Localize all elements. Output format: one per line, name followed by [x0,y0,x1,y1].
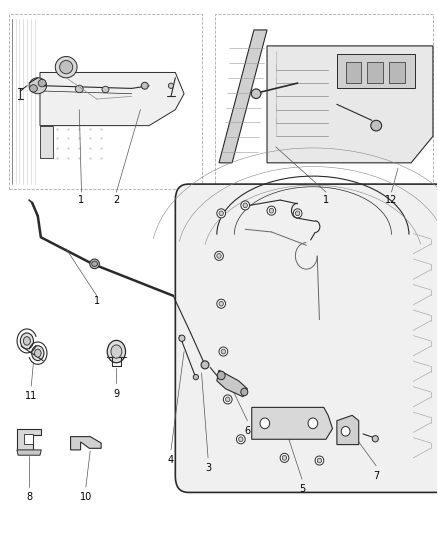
Ellipse shape [221,349,226,354]
Text: 1: 1 [78,195,85,205]
Ellipse shape [239,437,243,442]
Ellipse shape [179,335,185,342]
Text: 1: 1 [94,296,100,306]
Ellipse shape [60,61,73,74]
Ellipse shape [217,299,226,308]
Text: 5: 5 [299,484,305,495]
Ellipse shape [219,347,228,356]
Ellipse shape [317,458,321,463]
Ellipse shape [243,203,247,208]
Bar [215,14,433,189]
Ellipse shape [23,337,30,345]
Ellipse shape [219,301,223,306]
Text: 11: 11 [25,391,37,401]
Polygon shape [267,46,433,163]
Bar [367,62,383,83]
Ellipse shape [217,254,221,259]
Text: 4: 4 [168,455,174,465]
Polygon shape [17,450,41,455]
Text: 8: 8 [26,492,32,503]
Text: 12: 12 [385,195,398,205]
Ellipse shape [267,206,276,215]
Ellipse shape [102,86,109,93]
Bar [10,14,201,189]
Ellipse shape [75,85,83,93]
Text: 1: 1 [323,195,329,205]
Ellipse shape [38,79,46,87]
Polygon shape [17,429,41,450]
Polygon shape [40,72,184,126]
Text: 6: 6 [244,426,251,436]
Bar [24,434,32,443]
Ellipse shape [29,78,46,94]
Text: 9: 9 [113,389,120,399]
Ellipse shape [141,82,148,89]
Text: 10: 10 [80,492,92,503]
Bar [346,62,361,83]
Bar [389,62,405,83]
Ellipse shape [32,346,44,361]
Ellipse shape [215,252,223,261]
Ellipse shape [111,345,122,358]
Ellipse shape [168,83,173,88]
Ellipse shape [237,435,245,444]
Ellipse shape [35,349,41,357]
Ellipse shape [372,435,378,442]
Ellipse shape [293,209,302,218]
Ellipse shape [371,120,381,131]
Ellipse shape [251,89,261,99]
Bar [337,54,416,88]
Ellipse shape [269,208,274,213]
Ellipse shape [260,418,270,429]
Ellipse shape [107,341,126,363]
Ellipse shape [315,456,324,465]
Ellipse shape [29,85,37,92]
Polygon shape [252,407,332,439]
Polygon shape [40,126,53,158]
Ellipse shape [308,418,318,429]
Ellipse shape [219,211,223,216]
Text: 3: 3 [205,463,211,473]
Ellipse shape [217,209,226,218]
Ellipse shape [341,426,350,436]
Ellipse shape [217,371,225,379]
Ellipse shape [226,397,230,402]
FancyBboxPatch shape [175,184,438,492]
Ellipse shape [92,261,97,266]
Ellipse shape [280,454,289,463]
Ellipse shape [193,374,198,379]
Polygon shape [71,437,101,450]
Text: 2: 2 [113,195,120,205]
Ellipse shape [20,333,33,349]
Ellipse shape [241,201,250,210]
Ellipse shape [223,395,232,404]
Ellipse shape [295,211,300,216]
Polygon shape [337,415,359,445]
Polygon shape [219,30,267,163]
Ellipse shape [241,388,248,395]
Ellipse shape [201,361,209,369]
Ellipse shape [283,456,287,461]
Text: 7: 7 [373,471,379,481]
Ellipse shape [55,56,77,78]
Polygon shape [217,370,247,397]
Ellipse shape [90,259,99,269]
